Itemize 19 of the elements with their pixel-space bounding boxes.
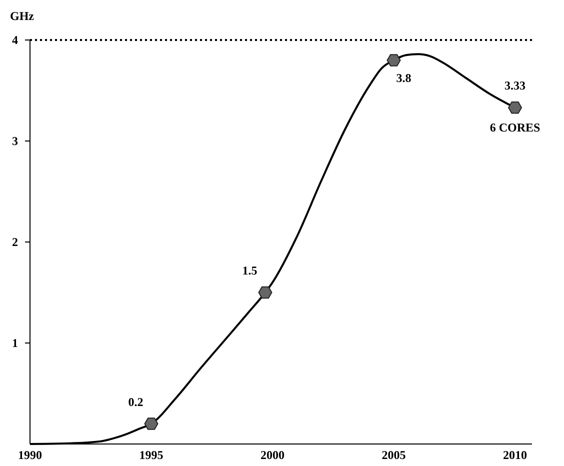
y-axis-title: GHz — [10, 9, 35, 23]
x-tick-label: 2005 — [382, 448, 406, 462]
y-tick-label: 3 — [12, 134, 18, 148]
point — [508, 102, 522, 114]
annotation: 6 CORES — [490, 120, 541, 135]
data-label: 3.33 — [504, 78, 526, 93]
point — [144, 418, 158, 430]
y-tick-label: 1 — [12, 336, 18, 350]
x-tick-label: 2010 — [503, 448, 528, 462]
data-label: 3.8 — [396, 71, 412, 86]
x-tick-label: 1995 — [139, 448, 164, 462]
y-tick-label: 4 — [12, 33, 18, 48]
point — [386, 54, 401, 66]
point — [258, 286, 272, 299]
x-tick-label: 1990 — [18, 448, 42, 462]
y-tick-label: 2 — [12, 235, 18, 250]
data-label: 1.5 — [242, 264, 258, 278]
x-tick-label: 2000 — [260, 448, 285, 462]
data-label: 0.2 — [128, 394, 144, 409]
